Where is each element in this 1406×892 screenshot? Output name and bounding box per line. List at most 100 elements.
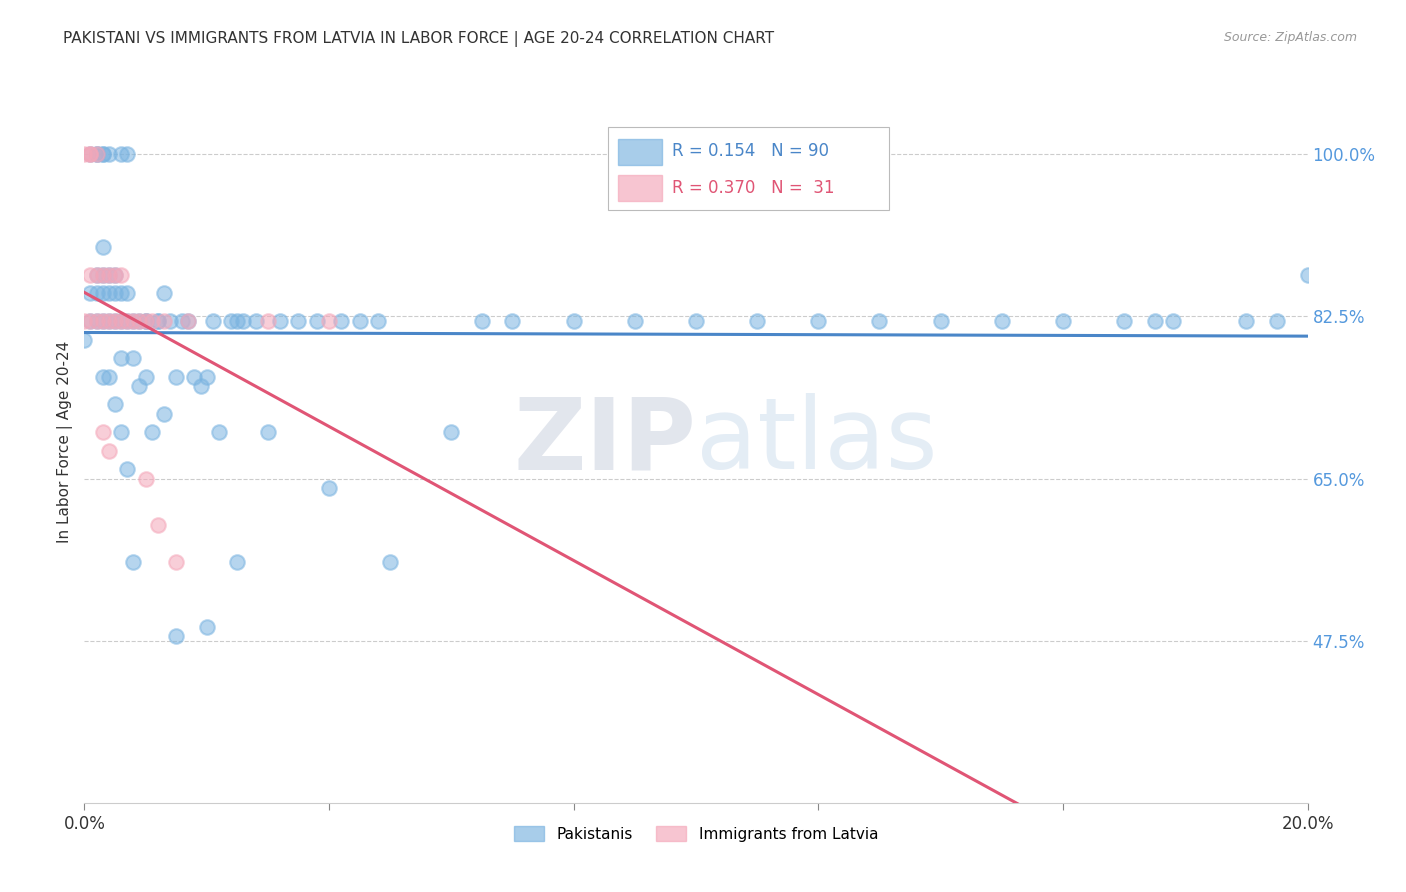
Point: [110, 147, 132, 161]
Point: [245, 314, 267, 328]
Point: [91, 240, 114, 254]
Point: [195, 620, 218, 634]
Legend: Pakistanis, Immigrants from Latvia: Pakistanis, Immigrants from Latvia: [506, 818, 886, 849]
Point: [1236, 314, 1258, 328]
Point: [195, 369, 218, 384]
Point: [73, 314, 96, 328]
Point: [97, 443, 120, 458]
Point: [1114, 314, 1136, 328]
Point: [91, 314, 114, 328]
Text: PAKISTANI VS IMMIGRANTS FROM LATVIA IN LABOR FORCE | AGE 20-24 CORRELATION CHART: PAKISTANI VS IMMIGRANTS FROM LATVIA IN L…: [63, 31, 775, 47]
Point: [226, 555, 249, 569]
Point: [380, 555, 402, 569]
Point: [79, 147, 101, 161]
Point: [122, 314, 145, 328]
Point: [232, 314, 254, 328]
Point: [219, 314, 242, 328]
Point: [86, 268, 108, 282]
Point: [97, 147, 120, 161]
Point: [97, 314, 120, 328]
Point: [86, 147, 108, 161]
Point: [305, 314, 328, 328]
Point: [287, 314, 309, 328]
Point: [86, 314, 108, 328]
Point: [79, 147, 101, 161]
Point: [104, 268, 127, 282]
Point: [165, 629, 187, 643]
Point: [86, 268, 108, 282]
Point: [104, 397, 127, 411]
Point: [159, 314, 181, 328]
Y-axis label: In Labor Force | Age 20-24: In Labor Force | Age 20-24: [58, 341, 73, 542]
Point: [135, 314, 157, 328]
Point: [122, 314, 145, 328]
Point: [73, 147, 96, 161]
Point: [122, 351, 145, 366]
Point: [177, 314, 200, 328]
Point: [141, 314, 163, 328]
Point: [110, 314, 132, 328]
FancyBboxPatch shape: [617, 139, 662, 165]
Point: [471, 314, 494, 328]
Point: [104, 268, 127, 282]
Point: [330, 314, 353, 328]
Point: [135, 472, 157, 486]
Point: [115, 314, 138, 328]
Point: [153, 407, 176, 421]
Text: R = 0.154   N = 90: R = 0.154 N = 90: [672, 142, 828, 160]
Point: [146, 314, 169, 328]
FancyBboxPatch shape: [617, 175, 662, 201]
Point: [172, 314, 194, 328]
Point: [97, 369, 120, 384]
Point: [440, 425, 463, 440]
Point: [1143, 314, 1166, 328]
Point: [79, 314, 101, 328]
Point: [153, 286, 176, 301]
Point: [146, 314, 169, 328]
Point: [110, 268, 132, 282]
Point: [91, 268, 114, 282]
Point: [91, 425, 114, 440]
Point: [869, 314, 891, 328]
Point: [97, 268, 120, 282]
Point: [115, 314, 138, 328]
Point: [349, 314, 371, 328]
Point: [91, 369, 114, 384]
Point: [91, 147, 114, 161]
Point: [97, 286, 120, 301]
Point: [128, 314, 150, 328]
Point: [190, 379, 212, 393]
FancyBboxPatch shape: [607, 128, 889, 211]
Text: R = 0.370   N =  31: R = 0.370 N = 31: [672, 179, 834, 197]
Point: [110, 286, 132, 301]
Point: [165, 369, 187, 384]
Point: [91, 286, 114, 301]
Point: [86, 147, 108, 161]
Point: [86, 147, 108, 161]
Point: [104, 286, 127, 301]
Point: [128, 314, 150, 328]
Point: [367, 314, 389, 328]
Point: [269, 314, 291, 328]
Point: [122, 555, 145, 569]
Point: [318, 481, 340, 495]
Point: [1161, 314, 1184, 328]
Point: [685, 314, 707, 328]
Point: [91, 147, 114, 161]
Point: [86, 286, 108, 301]
Point: [97, 314, 120, 328]
Point: [226, 314, 249, 328]
Point: [86, 314, 108, 328]
Point: [1296, 268, 1319, 282]
Point: [1052, 314, 1074, 328]
Point: [929, 314, 952, 328]
Point: [153, 314, 176, 328]
Point: [201, 314, 224, 328]
Point: [135, 369, 157, 384]
Point: [79, 147, 101, 161]
Point: [183, 369, 205, 384]
Point: [135, 314, 157, 328]
Point: [624, 314, 647, 328]
Point: [177, 314, 200, 328]
Text: atlas: atlas: [696, 393, 938, 490]
